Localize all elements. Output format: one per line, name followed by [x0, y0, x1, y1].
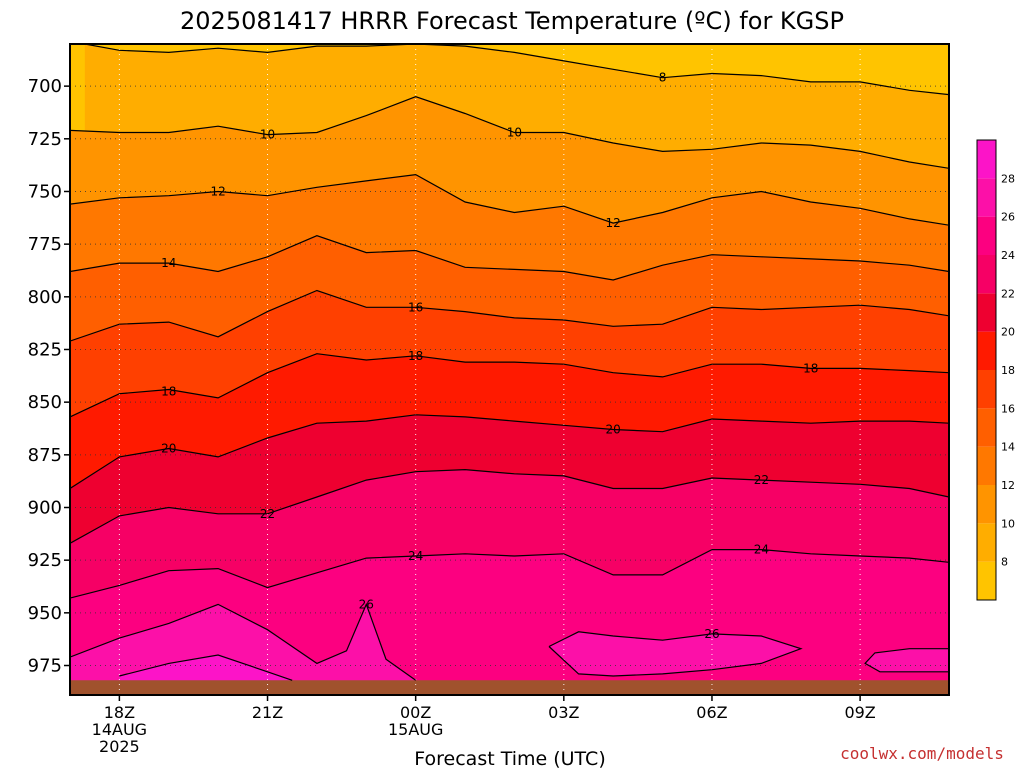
temperature-fill-layer	[70, 44, 949, 695]
contour-line	[70, 468, 949, 544]
x-tick-label: 2025	[99, 737, 140, 756]
x-tick-label: 14AUG	[92, 720, 147, 739]
contour-line	[119, 654, 293, 681]
contour-line	[70, 414, 949, 490]
contour-label: 14	[161, 256, 176, 270]
contour-line	[548, 631, 803, 677]
x-tick-label: 21Z	[252, 703, 283, 722]
colorbar: 8 10 12 14 16 18 20 22 24 26 28	[976, 139, 1015, 601]
colorbar-band	[977, 140, 996, 179]
contour-line	[84, 44, 949, 96]
contour-label: 24	[754, 543, 769, 557]
colorbar-tick-label: 18	[1001, 364, 1015, 377]
colorbar-band	[977, 293, 996, 332]
y-tick-label: 900	[28, 497, 62, 518]
contour-label: 8	[659, 71, 667, 85]
colorbar-tick-label: 22	[1001, 287, 1015, 300]
contour-label: 22	[260, 507, 275, 521]
y-tick-label: 800	[28, 287, 62, 308]
contour-label: 18	[803, 361, 818, 375]
y-tick-label: 750	[28, 181, 62, 202]
colorbar-band	[977, 216, 996, 255]
colorbar-band	[977, 408, 996, 447]
y-tick-label: 875	[28, 445, 62, 466]
y-axis: 700 725 750 775 800 825 850 875 900 925 950 975	[28, 76, 70, 677]
colorbar-band	[977, 446, 996, 485]
colorbar-tick-label: 26	[1001, 211, 1015, 224]
contour-label: 24	[408, 549, 423, 563]
colorbar-tick-label: 14	[1001, 441, 1015, 454]
contour-label: 18	[161, 385, 176, 399]
contour-label: 10	[507, 125, 522, 139]
contour-label: 20	[161, 442, 176, 456]
colorbar-tick-label: 12	[1001, 479, 1015, 492]
contour-line	[70, 96, 949, 169]
contour-label: 10	[260, 128, 275, 142]
x-tick-label: 06Z	[696, 703, 727, 722]
y-tick-label: 775	[28, 234, 62, 255]
x-tick-label: 18Z	[104, 703, 135, 722]
fill-band	[865, 648, 949, 695]
y-tick-label: 825	[28, 339, 62, 360]
contour-label-layer: 8 10 10 12 12 14 16 18 18 18 20 20 22 22 24 24 26 26	[161, 71, 818, 641]
ground-layer	[70, 680, 949, 695]
contour-line	[70, 235, 949, 281]
colorbar-tick-label: 16	[1001, 402, 1015, 415]
contour-label: 22	[754, 473, 769, 487]
contour-layer	[70, 44, 949, 681]
contour-label: 12	[211, 184, 226, 198]
colorbar-tick-label: 10	[1001, 517, 1015, 530]
contour-label: 18	[408, 349, 423, 363]
colorbar-band	[977, 370, 996, 409]
x-tick-label: 15AUG	[388, 720, 443, 739]
colorbar-band	[977, 178, 996, 217]
colorbar-band	[977, 561, 996, 600]
contour-line	[70, 289, 949, 342]
contour-label: 26	[359, 597, 374, 611]
colorbar-band	[977, 331, 996, 370]
plot-frame	[69, 43, 950, 696]
contour-label: 16	[408, 300, 423, 314]
contour-line	[70, 353, 949, 418]
colorbar-band	[977, 255, 996, 294]
fill-band	[549, 631, 801, 676]
contour-line	[70, 173, 949, 226]
contour-label: 20	[606, 423, 621, 437]
contour-line	[864, 648, 949, 673]
y-tick-label: 925	[28, 550, 62, 571]
colorbar-band	[977, 523, 996, 562]
chart-title: 2025081417 HRRR Forecast Temperature (ºC…	[180, 7, 844, 35]
colorbar-tick-label: 28	[1001, 172, 1015, 185]
x-tick-label: 00Z	[400, 703, 431, 722]
colorbar-band	[977, 485, 996, 524]
credit-text: coolwx.com/models	[840, 744, 1004, 763]
grid-layer	[70, 44, 949, 695]
colorbar-tick-label: 8	[1001, 556, 1008, 569]
colorbar-tick-label: 24	[1001, 249, 1015, 262]
contour-label: 12	[606, 216, 621, 230]
contour-line	[70, 602, 417, 681]
ground-surface	[70, 680, 949, 695]
y-tick-label: 700	[28, 76, 62, 97]
y-tick-label: 850	[28, 392, 62, 413]
y-tick-label: 975	[28, 656, 62, 677]
colorbar-tick-label: 20	[1001, 326, 1015, 339]
x-axis-label: Forecast Time (UTC)	[414, 748, 605, 768]
y-tick-label: 950	[28, 603, 62, 624]
x-tick-label: 03Z	[548, 703, 579, 722]
contour-line	[70, 549, 949, 599]
contour-label: 26	[704, 627, 719, 641]
x-tick-label: 09Z	[844, 703, 875, 722]
colorbar-frame	[976, 139, 997, 601]
y-tick-label: 725	[28, 129, 62, 150]
